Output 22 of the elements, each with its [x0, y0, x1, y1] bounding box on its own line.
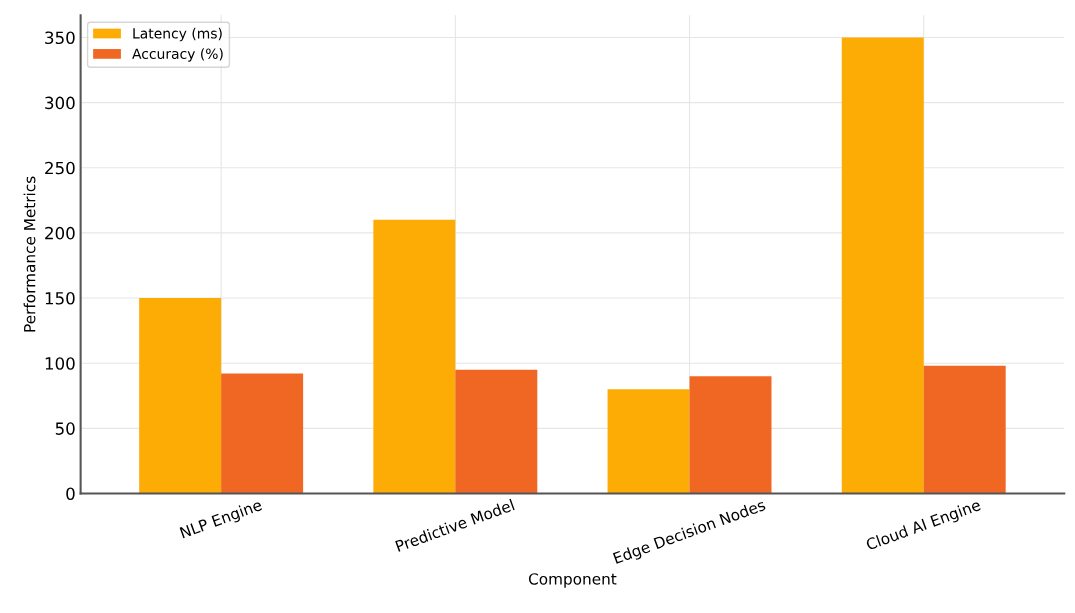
legend-label: Accuracy (%)	[132, 48, 223, 62]
y-tick-label: 250	[45, 161, 75, 175]
bar	[841, 37, 924, 494]
bar	[923, 365, 1006, 494]
y-tick-label: 100	[45, 357, 75, 370]
y-tick-label: 150	[45, 292, 75, 305]
bar	[139, 298, 222, 494]
bar	[455, 369, 538, 494]
y-axis-title: Performance Metrics	[23, 176, 36, 332]
legend-label: Latency (ms)	[133, 27, 222, 42]
x-axis-title: Component	[528, 573, 617, 588]
bar	[221, 373, 304, 494]
y-tick-label: 300	[45, 96, 75, 110]
y-tick-label: 50	[55, 422, 75, 435]
x-tick-label: Cloud AI Engine	[865, 498, 983, 554]
y-tick-label: 350	[45, 31, 75, 45]
bar	[607, 389, 690, 494]
bar	[689, 376, 772, 494]
x-tick-label: NLP Engine	[179, 498, 264, 542]
y-tick-label: 200	[45, 226, 75, 240]
bar	[373, 219, 456, 494]
y-tick-label: 0	[66, 487, 75, 501]
